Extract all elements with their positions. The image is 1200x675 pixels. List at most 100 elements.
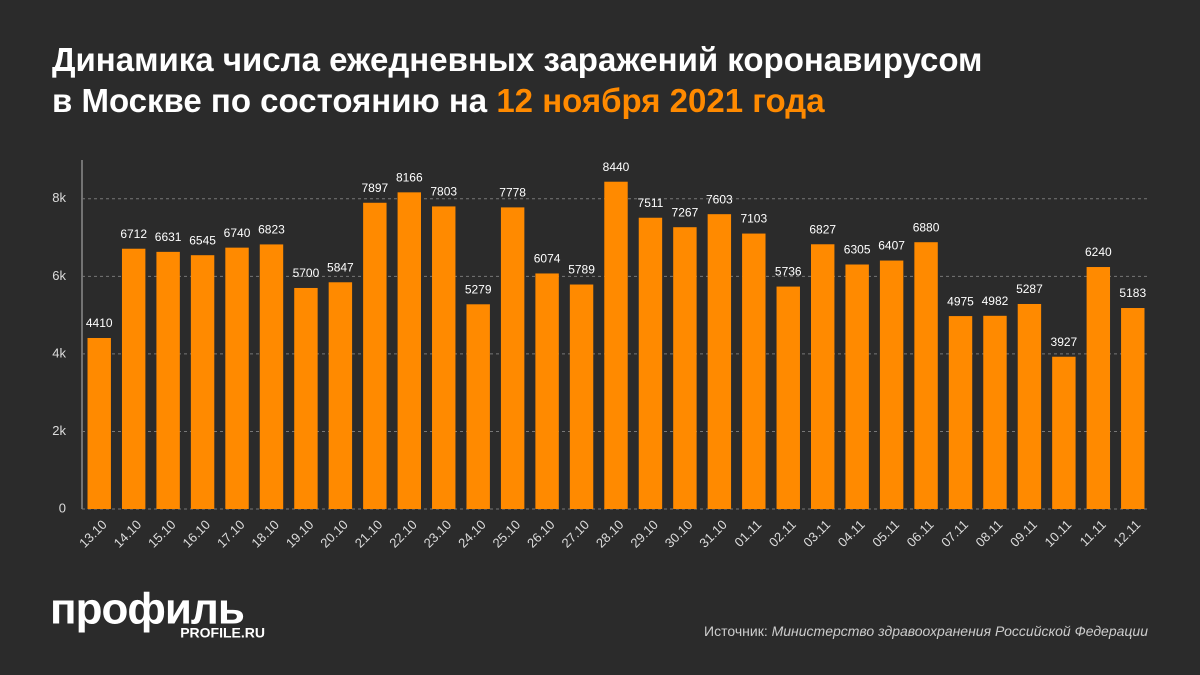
value-label: 6880 bbox=[913, 220, 940, 234]
value-label: 5183 bbox=[1119, 286, 1146, 300]
x-tick-label: 29.10 bbox=[627, 517, 661, 551]
bar bbox=[328, 282, 353, 509]
y-tick-label: 0 bbox=[59, 500, 66, 515]
logo: профиль bbox=[50, 585, 244, 634]
value-label: 8166 bbox=[396, 171, 423, 185]
x-tick-label: 03.11 bbox=[800, 517, 833, 550]
value-label: 6240 bbox=[1085, 245, 1112, 259]
value-label: 6305 bbox=[844, 243, 871, 257]
x-tick-label: 25.10 bbox=[490, 517, 524, 551]
source-label: Источник: bbox=[704, 623, 768, 639]
title-line: Динамика числа ежедневных заражений коро… bbox=[52, 41, 982, 78]
title-line: в Москве по состоянию на bbox=[52, 82, 488, 119]
value-label: 8440 bbox=[603, 160, 630, 174]
value-label: 4975 bbox=[947, 294, 974, 308]
bar bbox=[707, 214, 732, 510]
title-highlight: 12 ноября 2021 года bbox=[496, 82, 825, 119]
value-label: 5700 bbox=[293, 266, 320, 280]
x-tick-label: 02.11 bbox=[766, 517, 799, 550]
x-tick-label: 01.11 bbox=[731, 517, 764, 550]
x-tick-label: 04.11 bbox=[835, 517, 868, 550]
x-tick-label: 07.11 bbox=[938, 517, 971, 550]
bar bbox=[879, 260, 904, 509]
bar bbox=[673, 227, 697, 509]
value-label: 6074 bbox=[534, 252, 561, 266]
source-text: Министерство здравоохранения Российской … bbox=[772, 623, 1149, 639]
value-label: 6823 bbox=[258, 223, 285, 237]
bar bbox=[845, 264, 869, 509]
bar bbox=[1052, 356, 1076, 509]
bar bbox=[914, 242, 938, 509]
x-tick-label: 11.11 bbox=[1077, 517, 1109, 549]
bar bbox=[87, 337, 111, 509]
bar bbox=[259, 244, 284, 509]
bar bbox=[1017, 303, 1042, 509]
bar bbox=[742, 233, 766, 509]
bar bbox=[983, 315, 1007, 509]
x-tick-label: 27.10 bbox=[558, 517, 592, 551]
bar bbox=[190, 255, 215, 509]
value-label: 5279 bbox=[465, 282, 492, 296]
x-tick-label: 19.10 bbox=[283, 517, 317, 551]
x-tick-label: 18.10 bbox=[248, 517, 282, 551]
value-label: 4982 bbox=[982, 294, 1009, 308]
value-label: 6827 bbox=[809, 222, 836, 236]
value-label: 7103 bbox=[740, 212, 767, 226]
value-label: 7897 bbox=[361, 181, 388, 195]
bar bbox=[156, 251, 180, 509]
bar bbox=[1086, 267, 1111, 509]
bar bbox=[569, 284, 594, 509]
x-tick-label: 08.11 bbox=[973, 517, 1006, 550]
value-label: 5736 bbox=[775, 265, 802, 279]
bar bbox=[432, 206, 456, 510]
bar bbox=[1121, 308, 1145, 509]
value-label: 6631 bbox=[155, 230, 182, 244]
value-label: 3927 bbox=[1051, 335, 1078, 349]
x-tick-label: 06.11 bbox=[904, 517, 937, 550]
value-label: 6740 bbox=[224, 226, 251, 240]
y-tick-label: 8k bbox=[52, 190, 66, 205]
y-tick-label: 4k bbox=[52, 345, 66, 360]
bar bbox=[500, 207, 525, 509]
value-label: 7803 bbox=[430, 185, 457, 199]
x-tick-label: 05.11 bbox=[869, 517, 902, 550]
x-tick-label: 23.10 bbox=[421, 517, 455, 551]
value-label: 4410 bbox=[86, 316, 113, 330]
y-tick-label: 6k bbox=[52, 268, 66, 283]
logo-url: PROFILE.RU bbox=[180, 625, 265, 641]
bar bbox=[121, 248, 146, 509]
value-label: 7603 bbox=[706, 192, 733, 206]
bar bbox=[638, 217, 663, 509]
bar bbox=[397, 192, 422, 509]
x-tick-label: 26.10 bbox=[524, 517, 558, 551]
value-label: 5287 bbox=[1016, 282, 1043, 296]
x-tick-label: 10.11 bbox=[1041, 517, 1074, 550]
bar bbox=[948, 316, 973, 509]
x-tick-label: 30.10 bbox=[662, 517, 696, 551]
value-label: 7511 bbox=[638, 196, 664, 210]
x-tick-label: 21.10 bbox=[352, 517, 386, 551]
x-tick-label: 20.10 bbox=[317, 517, 351, 551]
x-tick-label: 22.10 bbox=[386, 517, 420, 551]
value-label: 5789 bbox=[568, 263, 595, 277]
x-tick-label: 15.10 bbox=[145, 517, 179, 551]
bar bbox=[810, 244, 835, 510]
y-tick-label: 2k bbox=[52, 423, 66, 438]
x-tick-label: 24.10 bbox=[455, 517, 489, 551]
x-tick-label: 31.10 bbox=[696, 517, 730, 551]
x-tick-label: 12.11 bbox=[1110, 517, 1143, 550]
bar bbox=[535, 273, 559, 509]
bar bbox=[604, 181, 628, 509]
bar bbox=[294, 287, 318, 509]
source: Источник: Министерство здравоохранения Р… bbox=[704, 623, 1148, 639]
x-tick-label: 17.10 bbox=[214, 517, 248, 551]
x-tick-label: 09.11 bbox=[1007, 517, 1040, 550]
value-label: 6712 bbox=[120, 227, 147, 241]
chart-title: в Москве по состоянию на 12 ноября 2021 … bbox=[52, 82, 825, 119]
value-label: 6407 bbox=[878, 239, 905, 253]
x-tick-label: 28.10 bbox=[593, 517, 627, 551]
x-tick-label: 14.10 bbox=[111, 517, 145, 551]
value-label: 5847 bbox=[327, 260, 354, 274]
bar bbox=[225, 247, 249, 510]
